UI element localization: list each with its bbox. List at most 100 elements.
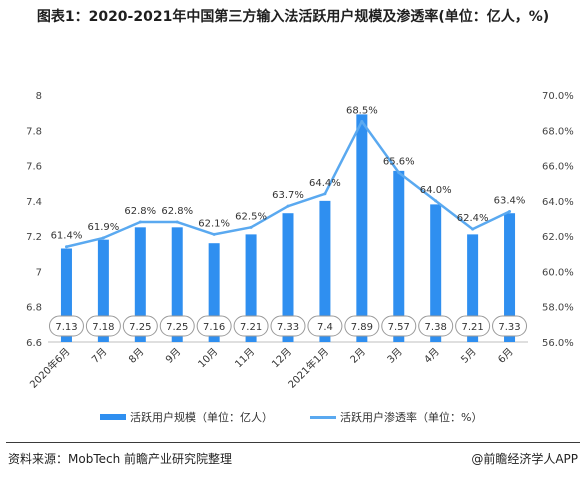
line-value-label: 68.5% (346, 105, 378, 116)
x-tick-label: 7月 (89, 346, 109, 366)
bar (393, 170, 405, 342)
y-right-tick-label: 58.0% (542, 303, 574, 314)
x-tick-label: 3月 (385, 346, 405, 366)
x-tick-label: 8月 (126, 346, 146, 366)
line-value-label: 65.6% (383, 157, 415, 168)
bar-value-box (233, 315, 269, 337)
line-value-label: 62.8% (161, 206, 193, 217)
line-point (175, 220, 179, 224)
x-tick-label: 10月 (196, 346, 221, 371)
line-series (64, 119, 512, 249)
chart-svg: 6.6 6.8 7 7.2 7.4 7.6 7.8 8 56.0% 58.0% 60.0% 62.0%… (26, 91, 574, 391)
footer-divider (6, 442, 580, 443)
bar (356, 114, 368, 343)
bar-value-box (196, 315, 232, 337)
y-right-tick-label: 66.0% (542, 162, 574, 173)
line-point (249, 225, 253, 229)
legend-bar-series: 活跃用户规模（单位：亿人） (100, 409, 273, 425)
line-point (138, 220, 142, 224)
line-point (471, 227, 475, 231)
bar (60, 248, 72, 342)
legend-line-label: 活跃用户渗透率（单位：%） (340, 411, 483, 424)
y-right-tick-label: 56.0% (542, 338, 574, 349)
bar-value-box (48, 315, 84, 337)
bar-series (60, 114, 516, 343)
x-tick-label: 2月 (348, 346, 368, 366)
bar-value-label: 7.16 (203, 322, 225, 333)
y-left-tick-label: 7.4 (26, 197, 42, 208)
y-left-tick-label: 7.8 (26, 126, 42, 137)
y-right-tick-label: 64.0% (542, 197, 574, 208)
legend-bar-swatch (100, 414, 126, 420)
bar-value-box (492, 315, 528, 337)
bar-value-label: 7.33 (277, 322, 299, 333)
bar (245, 234, 257, 342)
x-tick-label: 5月 (459, 346, 479, 366)
bar (208, 243, 220, 342)
y-left-tick-label: 6.8 (26, 303, 42, 314)
bar (467, 234, 479, 342)
y-left-tick-label: 7.6 (26, 162, 42, 173)
bar (504, 213, 516, 342)
y-left-tick-label: 8 (36, 91, 42, 102)
line-value-label: 61.4% (51, 231, 83, 242)
bar-value-box (159, 315, 195, 337)
chart-axes: 6.6 6.8 7 7.2 7.4 7.6 7.8 8 56.0% 58.0% 60.0% 62.0%… (26, 91, 574, 349)
bar-value-box (270, 315, 306, 337)
line-point (286, 204, 290, 208)
legend-line-swatch (310, 415, 336, 419)
line-value-label: 63.4% (494, 195, 526, 206)
bar (430, 204, 442, 342)
y-left-tick-label: 7 (36, 267, 42, 278)
line-point (323, 192, 327, 196)
x-tick-label: 6月 (496, 346, 516, 366)
line-point (434, 199, 438, 203)
bar-value-label: 7.25 (166, 322, 188, 333)
bar (97, 239, 109, 342)
bar-value-labels: 7.13 7.18 7.25 7.25 7.16 7.21 7.33 7.4 7.89 7.57 7… (48, 315, 528, 337)
bar-value-label: 7.4 (317, 322, 333, 333)
bar-value-label: 7.25 (129, 322, 151, 333)
y-right-tick-label: 62.0% (542, 232, 574, 243)
x-tick-label: 11月 (233, 346, 258, 371)
line-point (508, 209, 512, 213)
bar (134, 227, 146, 342)
x-tick-label: 2020年6月 (27, 345, 73, 391)
x-tick-label: 4月 (422, 346, 442, 366)
line-value-label: 62.5% (235, 211, 267, 222)
y-right-tick-label: 70.0% (542, 91, 574, 102)
bar-value-label: 7.33 (498, 322, 520, 333)
line-value-label: 62.8% (124, 206, 156, 217)
y-left-tick-label: 7.2 (26, 232, 42, 243)
bar-value-box (122, 315, 158, 337)
legend-line-series: 活跃用户渗透率（单位：%） (310, 409, 482, 425)
brand-note: @前瞻经济学人APP (471, 452, 578, 466)
bar-value-box (344, 315, 380, 337)
line-value-label: 62.4% (457, 213, 489, 224)
x-tick-label: 12月 (270, 346, 295, 371)
bar-value-box (307, 315, 343, 337)
bar-value-box (85, 315, 121, 337)
line-value-label: 61.9% (87, 222, 119, 233)
bar-value-box (418, 315, 454, 337)
y-right-tick-label: 60.0% (542, 267, 574, 278)
chart-title: 图表1：2020-2021年中国第三方输入法活跃用户规模及渗透率(单位：亿人，%… (36, 9, 550, 25)
source-note: 资料来源：MobTech 前瞻产业研究院整理 (8, 452, 233, 466)
line-value-label: 63.7% (272, 190, 304, 201)
bar (319, 200, 331, 342)
line-point (397, 171, 401, 175)
line-value-label: 62.1% (198, 218, 230, 229)
bar (171, 227, 183, 342)
line-point (101, 236, 105, 240)
x-tick-label: 9月 (163, 346, 183, 366)
line-point (360, 119, 364, 123)
line-point (64, 245, 68, 249)
bar (282, 213, 294, 342)
bar-value-label: 7.89 (351, 322, 373, 333)
bar-value-label: 7.18 (92, 322, 114, 333)
bar-value-label: 7.38 (425, 322, 447, 333)
bar-value-box (381, 315, 417, 337)
line-value-labels: 61.4% 61.9% 62.8% 62.8% 62.1% 62.5% 63.7% 64.4%… (51, 105, 526, 241)
y-right-tick-label: 68.0% (542, 126, 574, 137)
